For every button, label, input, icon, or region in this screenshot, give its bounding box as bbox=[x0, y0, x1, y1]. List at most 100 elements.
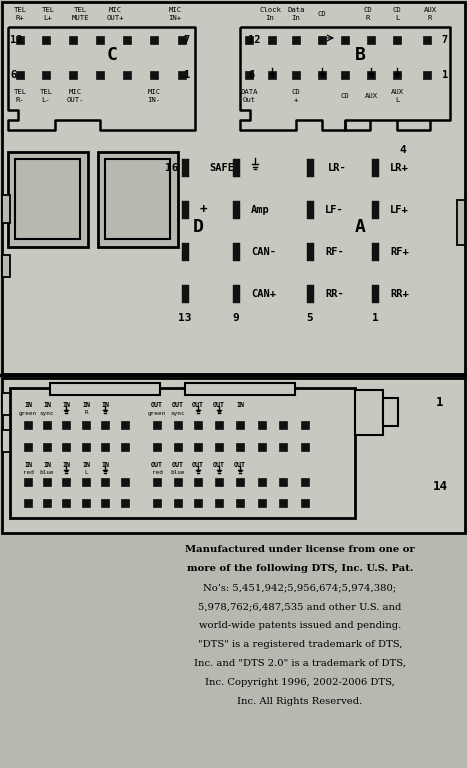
Bar bbox=[372, 243, 378, 261]
Bar bbox=[268, 71, 276, 79]
Bar bbox=[62, 478, 70, 486]
Text: IN: IN bbox=[236, 402, 244, 408]
Text: 6: 6 bbox=[10, 70, 16, 80]
Bar bbox=[153, 478, 161, 486]
Bar bbox=[2, 430, 10, 452]
Bar bbox=[153, 421, 161, 429]
Text: AUX: AUX bbox=[364, 93, 377, 99]
Bar bbox=[292, 71, 300, 79]
Text: 7: 7 bbox=[184, 35, 190, 45]
Text: CD: CD bbox=[318, 11, 326, 17]
Text: IN: IN bbox=[101, 462, 109, 468]
Bar bbox=[258, 443, 266, 451]
Bar bbox=[306, 285, 313, 303]
Bar bbox=[2, 255, 10, 277]
Text: red: red bbox=[152, 471, 163, 475]
Text: sync: sync bbox=[40, 411, 54, 415]
Text: Manufactured under license from one or: Manufactured under license from one or bbox=[185, 545, 415, 554]
Bar bbox=[15, 159, 80, 239]
Bar bbox=[182, 285, 189, 303]
Bar bbox=[8, 152, 88, 247]
Bar bbox=[236, 443, 244, 451]
Bar bbox=[101, 499, 109, 507]
Bar bbox=[233, 201, 240, 219]
Bar bbox=[372, 285, 378, 303]
Bar bbox=[150, 36, 158, 44]
Bar bbox=[62, 421, 70, 429]
Text: 5,978,762;6,487,535 and other U.S. and: 5,978,762;6,487,535 and other U.S. and bbox=[198, 602, 402, 611]
Text: IN: IN bbox=[24, 402, 32, 408]
Text: IN: IN bbox=[82, 402, 90, 408]
Bar bbox=[174, 443, 182, 451]
Text: OUT: OUT bbox=[172, 462, 184, 468]
Text: 13: 13 bbox=[178, 313, 192, 323]
Text: blue: blue bbox=[40, 471, 54, 475]
Bar bbox=[194, 478, 202, 486]
Text: TEL
R-: TEL R- bbox=[14, 90, 27, 102]
Text: Amp: Amp bbox=[251, 205, 270, 215]
Bar bbox=[43, 421, 51, 429]
Bar bbox=[233, 285, 240, 303]
Text: 7: 7 bbox=[442, 35, 448, 45]
Bar bbox=[98, 152, 178, 247]
Text: TEL
L-: TEL L- bbox=[39, 90, 53, 102]
Text: MIC
IN+: MIC IN+ bbox=[169, 8, 182, 21]
Bar bbox=[341, 36, 349, 44]
Text: D: D bbox=[192, 218, 204, 236]
Bar bbox=[194, 443, 202, 451]
Text: blue: blue bbox=[171, 471, 185, 475]
Bar bbox=[150, 71, 158, 79]
Bar bbox=[372, 201, 378, 219]
Bar bbox=[306, 201, 313, 219]
Text: TEL
R+: TEL R+ bbox=[14, 8, 27, 21]
Bar bbox=[194, 499, 202, 507]
Bar bbox=[236, 478, 244, 486]
Bar bbox=[123, 36, 131, 44]
Bar bbox=[279, 421, 287, 429]
Bar bbox=[82, 421, 90, 429]
Bar bbox=[367, 36, 375, 44]
Bar bbox=[2, 2, 465, 374]
Text: +: + bbox=[200, 204, 207, 217]
Bar bbox=[24, 421, 32, 429]
Text: 1: 1 bbox=[184, 70, 190, 80]
Bar bbox=[268, 36, 276, 44]
Text: TEL
MUTE: TEL MUTE bbox=[71, 8, 89, 21]
Bar bbox=[383, 398, 398, 426]
Text: 5: 5 bbox=[307, 313, 313, 323]
Text: RR+: RR+ bbox=[390, 289, 409, 299]
Text: 12: 12 bbox=[10, 35, 22, 45]
Bar bbox=[178, 36, 186, 44]
Bar bbox=[423, 36, 431, 44]
Text: 1: 1 bbox=[436, 396, 444, 409]
Text: LF-: LF- bbox=[325, 205, 344, 215]
Bar bbox=[245, 71, 253, 79]
Bar bbox=[42, 71, 50, 79]
Bar bbox=[215, 443, 223, 451]
Bar bbox=[43, 499, 51, 507]
Bar bbox=[10, 388, 355, 518]
Text: 1: 1 bbox=[442, 70, 448, 80]
Text: 12: 12 bbox=[248, 35, 261, 45]
Bar bbox=[367, 71, 375, 79]
Bar bbox=[62, 443, 70, 451]
Text: No’s: 5,451,942;5,956,674;5,974,380;: No’s: 5,451,942;5,956,674;5,974,380; bbox=[203, 583, 396, 592]
Bar bbox=[174, 478, 182, 486]
Text: DATA
Out: DATA Out bbox=[240, 90, 258, 102]
Bar bbox=[42, 36, 50, 44]
Text: Data
In: Data In bbox=[287, 8, 305, 21]
Text: sync: sync bbox=[171, 411, 185, 415]
Bar bbox=[153, 499, 161, 507]
Text: green: green bbox=[19, 411, 37, 415]
Text: MIC
OUT+: MIC OUT+ bbox=[106, 8, 124, 21]
Text: 16: 16 bbox=[165, 163, 179, 173]
Bar bbox=[185, 383, 295, 395]
Text: OUT: OUT bbox=[213, 402, 225, 408]
Text: Clock
In: Clock In bbox=[259, 8, 281, 21]
Text: CAN-: CAN- bbox=[251, 247, 276, 257]
Bar bbox=[318, 36, 326, 44]
Text: IN: IN bbox=[24, 462, 32, 468]
Bar bbox=[318, 71, 326, 79]
Bar bbox=[233, 159, 240, 177]
Bar bbox=[457, 200, 465, 245]
